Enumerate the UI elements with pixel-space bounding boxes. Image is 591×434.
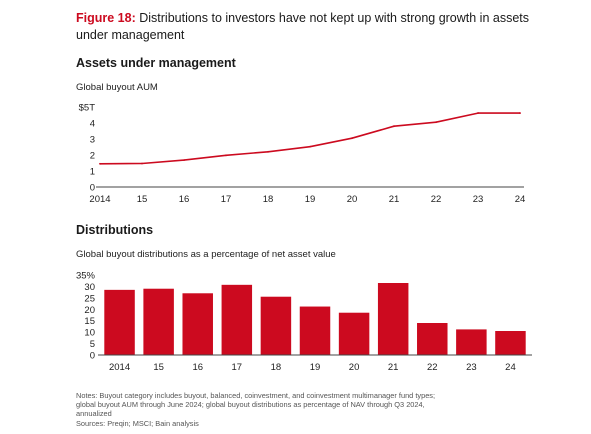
x-tick-label: 17	[232, 362, 243, 373]
sources-line: Sources: Preqin; MSCI; Bain analysis	[76, 418, 199, 428]
distribution-bar	[377, 283, 409, 355]
x-tick-label: 16	[179, 194, 190, 205]
x-tick-label: 18	[263, 194, 274, 205]
figure-label: Figure 18:	[76, 11, 136, 25]
x-tick-label: 21	[388, 362, 399, 373]
y-tick-label: 10	[84, 328, 95, 339]
notes-line: Notes: Buyout category includes buyout, …	[76, 391, 436, 400]
distribution-bar	[221, 284, 253, 355]
aum-data-point	[393, 125, 395, 128]
aum-data-point	[141, 162, 143, 165]
y-tick-label: 35%	[76, 271, 96, 282]
notes-line: annualized	[76, 409, 112, 419]
y-tick-label: 0	[90, 351, 95, 362]
distributions-chart-title: Distributions	[76, 223, 154, 237]
aum-data-point	[435, 121, 437, 124]
x-tick-label: 2014	[89, 194, 110, 205]
x-tick-label: 15	[137, 194, 148, 205]
aum-data-point	[477, 112, 479, 114]
aum-chart-subtitle: Global buyout AUM	[76, 82, 158, 93]
y-tick-label: 25	[84, 293, 95, 304]
distribution-bar	[417, 323, 448, 355]
x-tick-label: 18	[271, 362, 282, 373]
x-tick-label: 17	[221, 194, 232, 205]
distribution-bar	[182, 293, 213, 355]
x-tick-label: 20	[347, 194, 358, 205]
distribution-bar	[456, 329, 487, 355]
distribution-bar	[338, 312, 370, 355]
x-tick-label: 16	[192, 362, 203, 373]
notes: Notes: Buyout category includes buyout, …	[76, 391, 546, 428]
x-tick-label: 15	[153, 362, 164, 373]
x-tick-label: 22	[431, 194, 442, 205]
distributions-chart-subtitle: Global buyout distributions as a percent…	[76, 249, 336, 260]
aum-data-point	[183, 159, 185, 162]
distribution-bar	[104, 289, 135, 355]
aum-data-point	[225, 154, 227, 157]
y-tick-label: 20	[84, 305, 95, 316]
y-tick-label: 5	[90, 339, 95, 350]
y-tick-label: 1	[90, 167, 95, 178]
aum-data-point	[267, 150, 269, 153]
distribution-bar	[299, 306, 331, 355]
x-tick-label: 23	[466, 362, 477, 373]
notes-line: global buyout AUM through June 2024; glo…	[76, 400, 425, 410]
x-tick-label: 19	[305, 194, 316, 205]
distribution-bar	[260, 296, 292, 355]
x-tick-label: 22	[427, 362, 438, 373]
x-tick-label: 21	[389, 194, 400, 205]
figure-title: Figure 18: Distributions to investors ha…	[76, 10, 536, 44]
y-tick-label: 3	[90, 135, 95, 146]
y-tick-label: $5T	[79, 103, 96, 114]
y-tick-label: 4	[90, 119, 95, 130]
y-tick-label: 30	[84, 282, 95, 293]
y-tick-label: 15	[84, 316, 95, 327]
x-tick-label: 19	[310, 362, 321, 373]
x-tick-label: 24	[505, 362, 516, 373]
aum-data-point	[519, 112, 521, 114]
distribution-bar	[495, 331, 526, 355]
figure-title-text: Distributions to investors have not kept…	[76, 11, 530, 42]
x-tick-label: 2014	[109, 362, 130, 373]
x-tick-label: 23	[473, 194, 484, 205]
x-tick-label: 20	[349, 362, 360, 373]
aum-series-line	[99, 112, 520, 165]
aum-chart-title: Assets under management	[76, 56, 236, 70]
aum-data-point	[99, 162, 101, 165]
aum-data-point	[351, 137, 353, 140]
x-tick-label: 24	[515, 194, 526, 205]
aum-data-point	[309, 145, 311, 148]
y-tick-label: 2	[90, 151, 95, 162]
distribution-bar	[143, 288, 174, 355]
y-tick-label: 0	[90, 183, 95, 194]
